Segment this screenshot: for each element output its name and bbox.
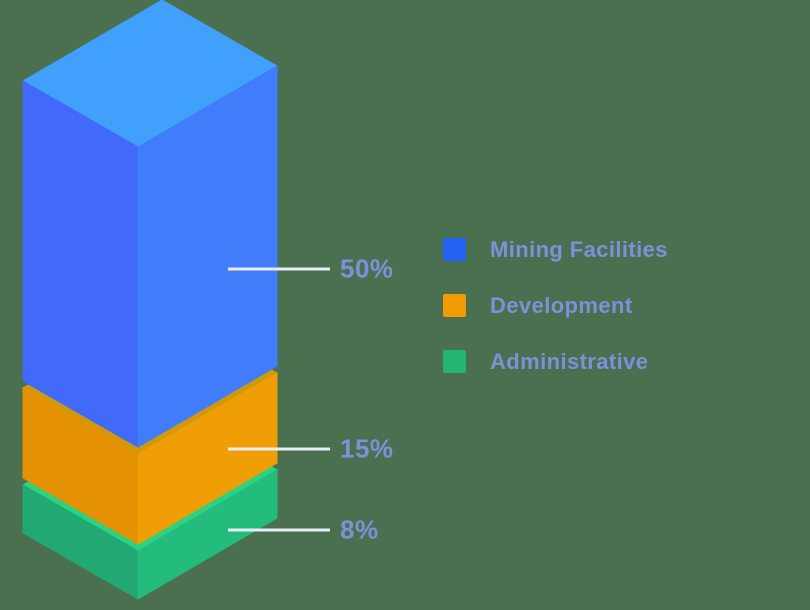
legend-item-development: Development [443, 292, 668, 318]
value-label-development: 15% [340, 433, 394, 464]
legend-item-mining-facilities: Mining Facilities [443, 236, 668, 262]
mining-facilities-right-face [137, 65, 278, 448]
legend-label-administrative: Administrative [490, 348, 649, 374]
development-right-face [137, 372, 278, 545]
value-label-mining-facilities: 50% [340, 253, 394, 284]
legend-swatch-administrative [443, 350, 466, 373]
administrative-right-face [137, 469, 278, 600]
legend-label-development: Development [490, 292, 633, 318]
legend: Mining Facilities Development Administra… [443, 236, 668, 406]
legend-swatch-mining-facilities [443, 238, 466, 261]
legend-swatch-development [443, 294, 466, 317]
value-label-administrative: 8% [340, 514, 379, 545]
legend-item-administrative: Administrative [443, 348, 668, 374]
legend-label-mining-facilities: Mining Facilities [490, 236, 668, 262]
